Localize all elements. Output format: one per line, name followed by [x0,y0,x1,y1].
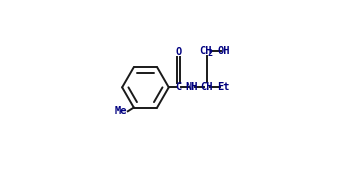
Text: CH: CH [199,46,211,56]
Text: Me: Me [115,106,127,116]
Text: O: O [176,47,182,57]
Text: OH: OH [218,46,230,56]
Text: NH: NH [186,82,198,92]
Text: Et: Et [217,82,229,92]
Text: CH: CH [201,82,213,92]
Text: 2: 2 [207,49,212,58]
Text: C: C [176,82,182,92]
